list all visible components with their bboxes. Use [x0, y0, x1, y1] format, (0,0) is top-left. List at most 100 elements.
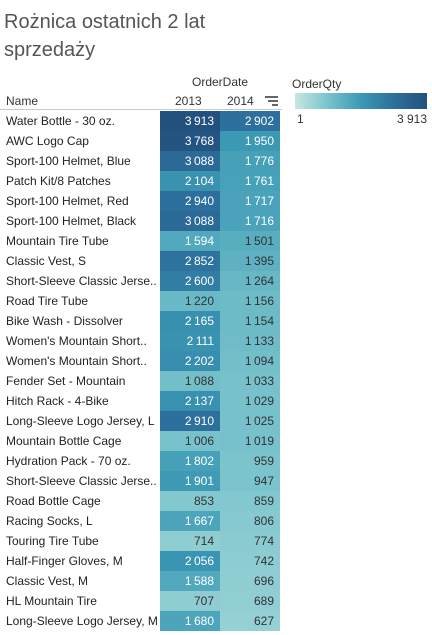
heatmap-cell-2014[interactable]: 806 [220, 511, 280, 531]
table-row[interactable]: Women's Mountain Short.. 2 202 1 094 [0, 351, 282, 371]
table-row[interactable]: Classic Vest, M 1 588 696 [0, 571, 282, 591]
row-label: Water Bottle - 30 oz. [6, 114, 115, 128]
heatmap-cell-2013[interactable]: 2 852 [160, 251, 220, 271]
heatmap-cell-2014[interactable]: 1 019 [220, 431, 280, 451]
heatmap-cell-2014[interactable]: 859 [220, 491, 280, 511]
table-row[interactable]: AWC Logo Cap 3 768 1 950 [0, 131, 282, 151]
row-label: Half-Finger Gloves, M [6, 554, 123, 568]
table-row[interactable]: Women's Mountain Short.. 2 111 1 133 [0, 331, 282, 351]
column-header-2014[interactable]: 2014 [227, 94, 254, 108]
heatmap-cell-2014[interactable]: 1 950 [220, 131, 280, 151]
heatmap-cell-2013[interactable]: 1 667 [160, 511, 220, 531]
row-label: Women's Mountain Short.. [6, 334, 147, 348]
heatmap-cell-2014[interactable]: 1 776 [220, 151, 280, 171]
heatmap-cell-2014[interactable]: 1 761 [220, 171, 280, 191]
table-row[interactable]: Fender Set - Mountain 1 088 1 033 [0, 371, 282, 391]
heatmap-cell-2013[interactable]: 2 910 [160, 411, 220, 431]
table-row[interactable]: Hitch Rack - 4-Bike 2 137 1 029 [0, 391, 282, 411]
row-label: Road Bottle Cage [6, 494, 101, 508]
table-row[interactable]: Racing Socks, L 1 667 806 [0, 511, 282, 531]
table-row[interactable]: Touring Tire Tube 714 774 [0, 531, 282, 551]
table-row[interactable]: Road Bottle Cage 853 859 [0, 491, 282, 511]
heatmap-cell-2013[interactable]: 1 220 [160, 291, 220, 311]
heatmap-cell-2013[interactable]: 707 [160, 591, 220, 611]
heatmap-cell-2013[interactable]: 1 088 [160, 371, 220, 391]
heatmap-cell-2013[interactable]: 2 104 [160, 171, 220, 191]
table-row[interactable]: Short-Sleeve Classic Jerse.. 1 901 947 [0, 471, 282, 491]
row-label: Short-Sleeve Classic Jerse.. [6, 274, 157, 288]
heatmap-cell-2014[interactable]: 1 025 [220, 411, 280, 431]
heatmap-cell-2013[interactable]: 3 913 [160, 111, 220, 131]
column-header-2013[interactable]: 2013 [175, 94, 202, 108]
heatmap-cell-2014[interactable]: 696 [220, 571, 280, 591]
heatmap-cell-2014[interactable]: 1 717 [220, 191, 280, 211]
heatmap-cell-2014[interactable]: 627 [220, 611, 280, 631]
row-label: Short-Sleeve Classic Jerse.. [6, 474, 157, 488]
heatmap-cell-2014[interactable]: 1 395 [220, 251, 280, 271]
legend-min-label: 1 [297, 112, 304, 126]
row-label: Patch Kit/8 Patches [6, 174, 111, 188]
heatmap-cell-2013[interactable]: 1 901 [160, 471, 220, 491]
heatmap-cell-2014[interactable]: 774 [220, 531, 280, 551]
legend-max-label: 3 913 [396, 112, 427, 126]
heatmap-cell-2014[interactable]: 1 264 [220, 271, 280, 291]
heatmap-cell-2013[interactable]: 853 [160, 491, 220, 511]
heatmap-cell-2013[interactable]: 1 802 [160, 451, 220, 471]
heatmap-cell-2013[interactable]: 1 594 [160, 231, 220, 251]
chart-title: Rożnica ostatnich 2 lat sprzedaży [4, 11, 206, 61]
heatmap-cell-2014[interactable]: 689 [220, 591, 280, 611]
heatmap-cell-2014[interactable]: 959 [220, 451, 280, 471]
heatmap-cell-2014[interactable]: 2 902 [220, 111, 280, 131]
heatmap-cell-2014[interactable]: 1 501 [220, 231, 280, 251]
table-row[interactable]: Sport-100 Helmet, Red 2 940 1 717 [0, 191, 282, 211]
heatmap-cell-2013[interactable]: 2 600 [160, 271, 220, 291]
heatmap-cell-2013[interactable]: 3 768 [160, 131, 220, 151]
row-label: Classic Vest, S [6, 254, 87, 268]
heatmap-cell-2013[interactable]: 2 111 [160, 331, 220, 351]
heatmap-cell-2013[interactable]: 1 588 [160, 571, 220, 591]
row-label: Women's Mountain Short.. [6, 354, 147, 368]
column-dimension-header: OrderDate [191, 75, 249, 89]
sort-descending-icon[interactable] [265, 95, 279, 107]
table-row[interactable]: Bike Wash - Dissolver 2 165 1 154 [0, 311, 282, 331]
heatmap-cell-2014[interactable]: 742 [220, 551, 280, 571]
heatmap-cell-2013[interactable]: 2 137 [160, 391, 220, 411]
heatmap-cell-2014[interactable]: 947 [220, 471, 280, 491]
color-legend-bar [295, 93, 427, 109]
row-label: Sport-100 Helmet, Blue [6, 154, 131, 168]
table-row[interactable]: Half-Finger Gloves, M 2 056 742 [0, 551, 282, 571]
table-row[interactable]: Sport-100 Helmet, Black 3 088 1 716 [0, 211, 282, 231]
heatmap-cell-2014[interactable]: 1 033 [220, 371, 280, 391]
heatmap-cell-2014[interactable]: 1 133 [220, 331, 280, 351]
heatmap-cell-2013[interactable]: 1 006 [160, 431, 220, 451]
table-row[interactable]: Classic Vest, S 2 852 1 395 [0, 251, 282, 271]
header-divider [0, 109, 282, 110]
heatmap-cell-2013[interactable]: 2 940 [160, 191, 220, 211]
heatmap-cell-2013[interactable]: 2 165 [160, 311, 220, 331]
heatmap-cell-2013[interactable]: 1 680 [160, 611, 220, 631]
heatmap-cell-2013[interactable]: 3 088 [160, 211, 220, 231]
row-label: Sport-100 Helmet, Black [6, 214, 137, 228]
heatmap-cell-2014[interactable]: 1 716 [220, 211, 280, 231]
table-row[interactable]: Hydration Pack - 70 oz. 1 802 959 [0, 451, 282, 471]
table-row[interactable]: Long-Sleeve Logo Jersey, L 2 910 1 025 [0, 411, 282, 431]
table-row[interactable]: Road Tire Tube 1 220 1 156 [0, 291, 282, 311]
heatmap-cell-2014[interactable]: 1 156 [220, 291, 280, 311]
row-label: Bike Wash - Dissolver [6, 314, 123, 328]
table-row[interactable]: Patch Kit/8 Patches 2 104 1 761 [0, 171, 282, 191]
heatmap-cell-2014[interactable]: 1 029 [220, 391, 280, 411]
table-row[interactable]: Sport-100 Helmet, Blue 3 088 1 776 [0, 151, 282, 171]
row-label: Classic Vest, M [6, 574, 89, 588]
heatmap-cell-2014[interactable]: 1 094 [220, 351, 280, 371]
table-row[interactable]: Short-Sleeve Classic Jerse.. 2 600 1 264 [0, 271, 282, 291]
heatmap-cell-2014[interactable]: 1 154 [220, 311, 280, 331]
table-row[interactable]: Mountain Tire Tube 1 594 1 501 [0, 231, 282, 251]
table-row[interactable]: HL Mountain Tire 707 689 [0, 591, 282, 611]
heatmap-cell-2013[interactable]: 714 [160, 531, 220, 551]
table-row[interactable]: Water Bottle - 30 oz. 3 913 2 902 [0, 111, 282, 131]
heatmap-cell-2013[interactable]: 2 056 [160, 551, 220, 571]
heatmap-cell-2013[interactable]: 2 202 [160, 351, 220, 371]
heatmap-cell-2013[interactable]: 3 088 [160, 151, 220, 171]
table-row[interactable]: Mountain Bottle Cage 1 006 1 019 [0, 431, 282, 451]
